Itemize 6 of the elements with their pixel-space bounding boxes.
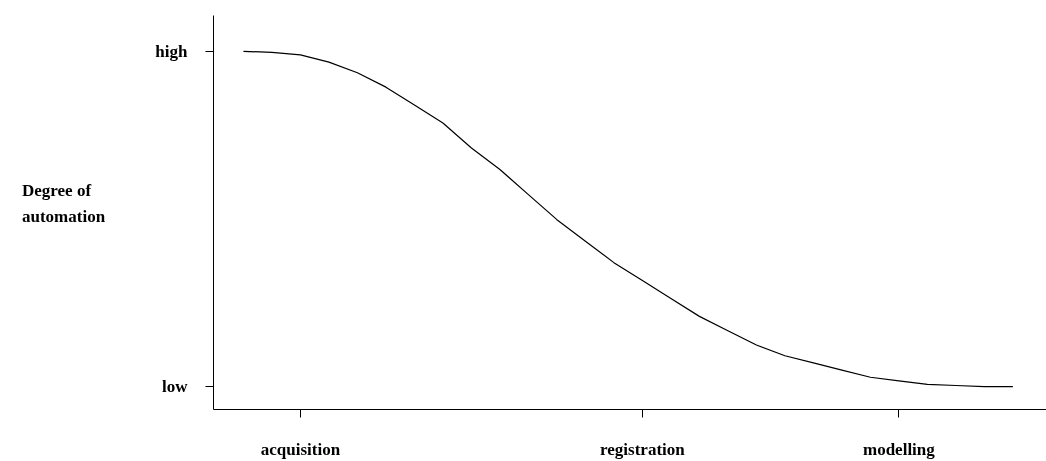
text: low: [162, 377, 189, 397]
text: Degree of automation: [22, 180, 106, 228]
x-tick-label: modelling: [863, 439, 936, 459]
x-tick-label: acquisition: [260, 439, 341, 459]
text: high: [155, 41, 189, 61]
x-tick-label: registration: [600, 439, 686, 459]
